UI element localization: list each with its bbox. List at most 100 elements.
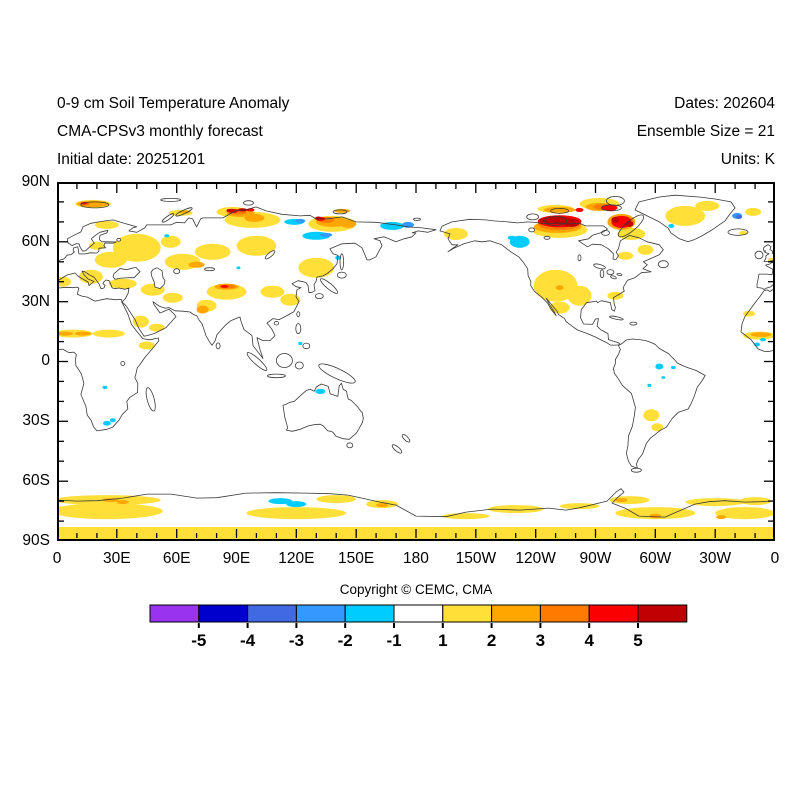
coastline-africa bbox=[57, 286, 160, 432]
lake-superior bbox=[593, 263, 606, 270]
lon-label: 0 bbox=[52, 550, 62, 567]
island-new-zealand-north bbox=[401, 434, 411, 443]
colorbar-label: 4 bbox=[584, 631, 594, 650]
anomaly-region bbox=[116, 500, 129, 505]
colorbar-label: 2 bbox=[487, 631, 496, 650]
anomaly-region bbox=[220, 285, 229, 288]
island-hainan bbox=[273, 320, 279, 326]
map-frame bbox=[57, 182, 775, 541]
anomaly-region bbox=[148, 323, 165, 332]
lon-label: 30W bbox=[699, 550, 732, 567]
lon-label: 120W bbox=[515, 550, 556, 567]
anomaly-region bbox=[567, 285, 592, 306]
anomaly-region bbox=[196, 305, 209, 314]
anomaly-region bbox=[236, 235, 277, 256]
island-banks bbox=[526, 213, 540, 221]
anomaly-region bbox=[559, 503, 600, 510]
island-wrangel bbox=[413, 217, 421, 221]
island-ellesmere bbox=[606, 195, 625, 206]
island-new-siberian bbox=[332, 209, 348, 215]
colorbar-segment bbox=[344, 604, 395, 623]
coastline-antarctica bbox=[57, 488, 775, 541]
lon-label: 30E bbox=[103, 550, 131, 567]
island-victoria bbox=[544, 216, 568, 226]
anomaly-region bbox=[615, 498, 628, 503]
anomaly-region bbox=[670, 365, 676, 370]
anomaly-region bbox=[661, 376, 666, 379]
lat-label: 60N bbox=[21, 232, 50, 250]
coastlines bbox=[57, 194, 775, 541]
lake-michigan bbox=[599, 269, 605, 279]
anomaly-region bbox=[617, 251, 634, 260]
anomaly-region bbox=[647, 383, 652, 387]
island-mindanao bbox=[302, 342, 311, 350]
anomaly-region bbox=[643, 409, 660, 422]
anomaly-region bbox=[236, 266, 241, 270]
lake-ontario bbox=[616, 273, 623, 276]
anomaly-region bbox=[188, 261, 205, 268]
colorbar-segment bbox=[393, 604, 444, 623]
colorbar-label: -4 bbox=[240, 631, 256, 650]
anomaly-region bbox=[74, 331, 91, 336]
lon-label: 60W bbox=[639, 550, 672, 567]
island-sri-lanka bbox=[215, 342, 221, 350]
anomaly-region bbox=[109, 418, 116, 423]
model-subtitle: CMA-CPSv3 monthly forecast bbox=[57, 123, 263, 140]
anomaly-region bbox=[739, 230, 748, 235]
plot-title: 0-9 cm Soil Temperature Anomaly bbox=[57, 95, 290, 112]
island-southampton bbox=[601, 230, 610, 236]
anomaly-region bbox=[295, 218, 306, 223]
anomaly-region bbox=[226, 208, 235, 212]
anomaly-region bbox=[94, 220, 119, 229]
island-baffin bbox=[617, 214, 645, 238]
island-hokkaido bbox=[336, 271, 347, 279]
anomaly-region bbox=[315, 388, 326, 394]
lake-huron bbox=[606, 269, 615, 275]
lake-caspian-sea bbox=[150, 267, 166, 289]
anomaly-region bbox=[751, 332, 771, 337]
anomaly-region bbox=[760, 338, 766, 342]
island-new-guinea bbox=[318, 363, 356, 384]
anomaly-region bbox=[268, 498, 293, 505]
anomaly-region bbox=[507, 235, 516, 240]
anomaly-region bbox=[286, 501, 307, 508]
anomaly-region bbox=[609, 496, 650, 505]
island-franz-josef bbox=[160, 197, 182, 202]
anomaly-region bbox=[716, 515, 727, 520]
coastline-eurasia bbox=[57, 206, 437, 359]
copyright-text: Copyright © CEMC, CMA bbox=[339, 582, 493, 597]
lon-label: 90W bbox=[579, 550, 612, 567]
colorbar-label: -3 bbox=[289, 631, 304, 650]
initial-date-line: Initial date: 20251201 bbox=[57, 151, 206, 168]
axis-ticks bbox=[59, 184, 773, 538]
anomaly-region bbox=[164, 234, 170, 238]
anomaly-region bbox=[108, 278, 137, 289]
anomaly-region bbox=[745, 207, 762, 216]
lake-black-sea bbox=[112, 266, 141, 280]
colorbar-label: 5 bbox=[633, 631, 642, 650]
anomaly-region bbox=[655, 363, 664, 370]
anomaly-region bbox=[280, 293, 301, 306]
anomaly-region bbox=[160, 235, 181, 248]
colorbar-segment bbox=[442, 604, 493, 623]
lakes bbox=[112, 227, 623, 366]
lon-label: 0 bbox=[770, 550, 780, 567]
island-svalbard bbox=[80, 201, 110, 209]
colorbar-label: 3 bbox=[536, 631, 545, 650]
anomaly-region bbox=[668, 223, 675, 228]
anomaly-region bbox=[651, 423, 664, 432]
anomaly-region bbox=[298, 341, 303, 346]
lake-erie bbox=[610, 275, 617, 280]
anomaly-region bbox=[57, 503, 163, 520]
anomaly-region bbox=[611, 216, 620, 223]
lon-label: 150W bbox=[455, 550, 497, 567]
anomaly-region bbox=[543, 206, 576, 213]
anomaly-region bbox=[244, 213, 265, 222]
coastline-north-america bbox=[439, 218, 664, 346]
anomaly-region bbox=[376, 503, 389, 508]
anomaly-region bbox=[533, 269, 578, 302]
island-novaya-zemlya-north bbox=[175, 207, 193, 217]
anomaly-region bbox=[601, 204, 618, 211]
island-tasmania bbox=[346, 442, 354, 449]
anomaly-region bbox=[194, 243, 231, 260]
